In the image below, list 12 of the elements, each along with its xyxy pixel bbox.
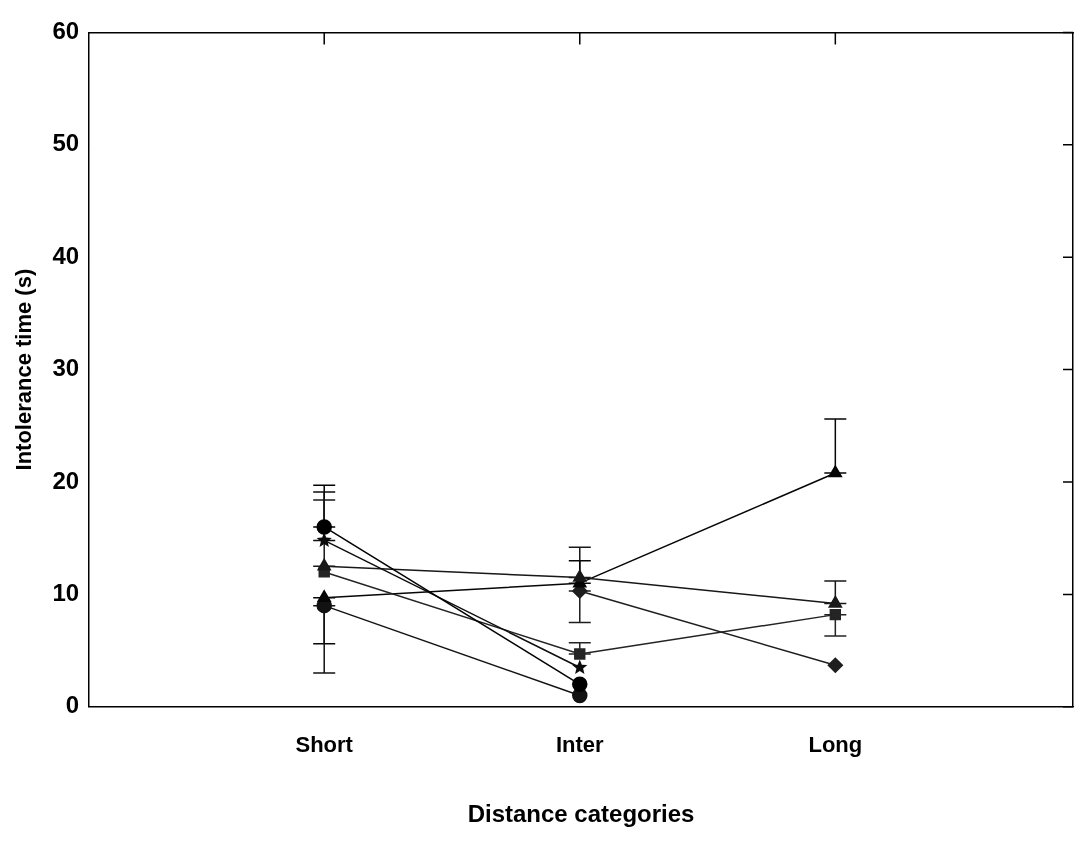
y-tick-label: 50: [52, 129, 80, 157]
x-tick-label: Long: [808, 732, 863, 758]
x-tick-label: Short: [295, 732, 354, 758]
x-tick-label: Inter: [555, 732, 605, 758]
y-tick-label: 30: [52, 354, 80, 382]
x-axis-title: Distance categories: [467, 800, 695, 828]
y-tick-label: 0: [65, 691, 80, 719]
y-tick-label: 20: [52, 466, 80, 494]
y-tick-label: 60: [52, 17, 80, 45]
y-axis-title: Intolerance time (s): [11, 268, 37, 471]
y-tick-label: 40: [52, 241, 80, 269]
y-tick-label: 10: [52, 579, 80, 607]
